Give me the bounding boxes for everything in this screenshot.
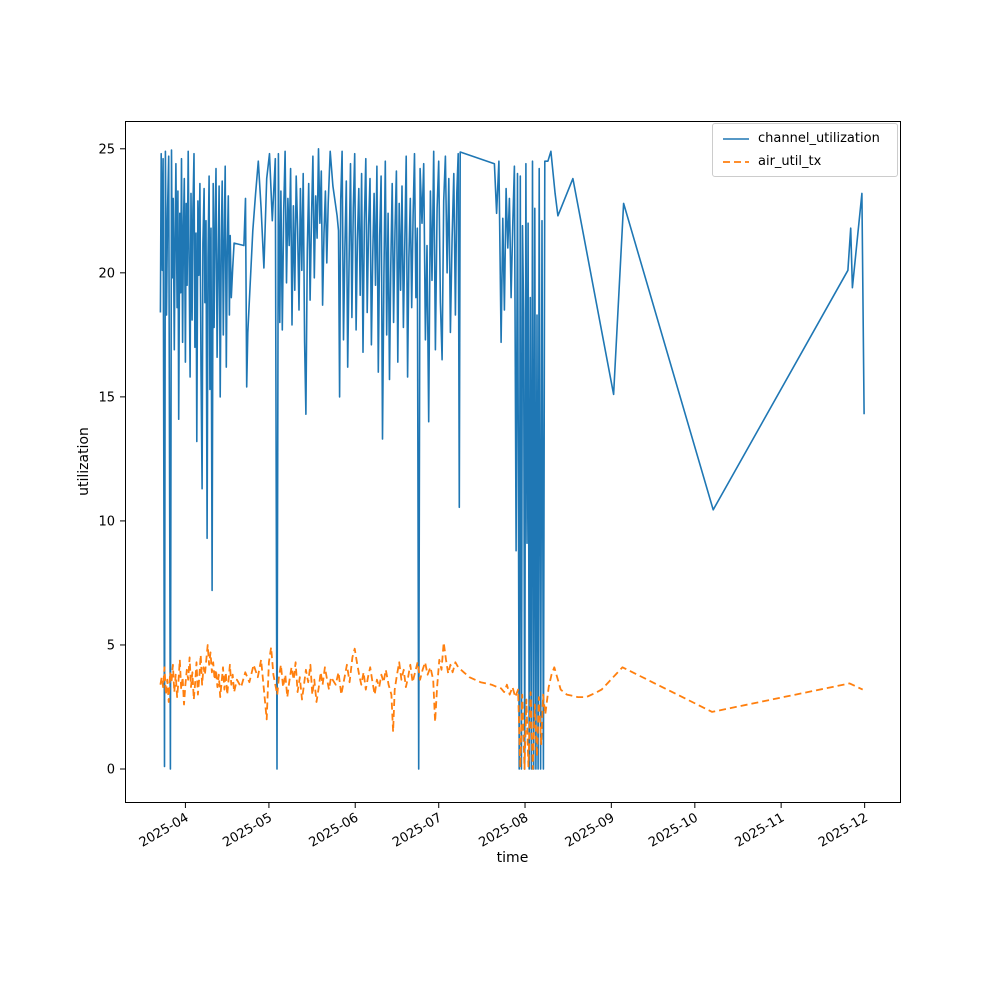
- x-tick-label: 2025-05: [220, 810, 275, 850]
- x-tick-label: 2025-09: [563, 810, 618, 850]
- legend-item-channel-utilization: channel_utilization: [722, 130, 888, 147]
- x-tick-label: 2025-12: [816, 810, 871, 850]
- y-tick-label: 20: [98, 266, 115, 281]
- y-tick-label: 5: [107, 638, 115, 653]
- x-tick-label: 2025-10: [646, 810, 701, 850]
- legend-dashed-line-icon: [723, 160, 749, 163]
- y-axis-label: utilization: [76, 427, 92, 496]
- legend-label-air-util-tx: air_util_tx: [758, 154, 822, 169]
- legend-label-channel-utilization: channel_utilization: [758, 131, 880, 146]
- legend: channel_utilization air_util_tx: [712, 123, 898, 177]
- y-tick-label: 0: [107, 763, 115, 778]
- x-tick-label: 2025-11: [733, 810, 788, 850]
- y-tick-label: 10: [98, 514, 115, 529]
- y-tick-label: 25: [98, 142, 115, 157]
- x-tick-label: 2025-06: [307, 810, 362, 850]
- x-axis-label: time: [497, 850, 529, 866]
- x-tick-label: 2025-08: [476, 810, 531, 850]
- series-line-channel_utilization: [159, 148, 865, 770]
- x-tick-label: 2025-07: [390, 810, 445, 850]
- series-line-air_util_tx: [159, 641, 864, 770]
- legend-item-air-util-tx: air_util_tx: [722, 153, 888, 170]
- axes-frame: [125, 121, 901, 803]
- x-tick-label: 2025-04: [137, 810, 192, 850]
- y-tick-label: 15: [98, 390, 115, 405]
- legend-solid-line-icon: [723, 137, 749, 140]
